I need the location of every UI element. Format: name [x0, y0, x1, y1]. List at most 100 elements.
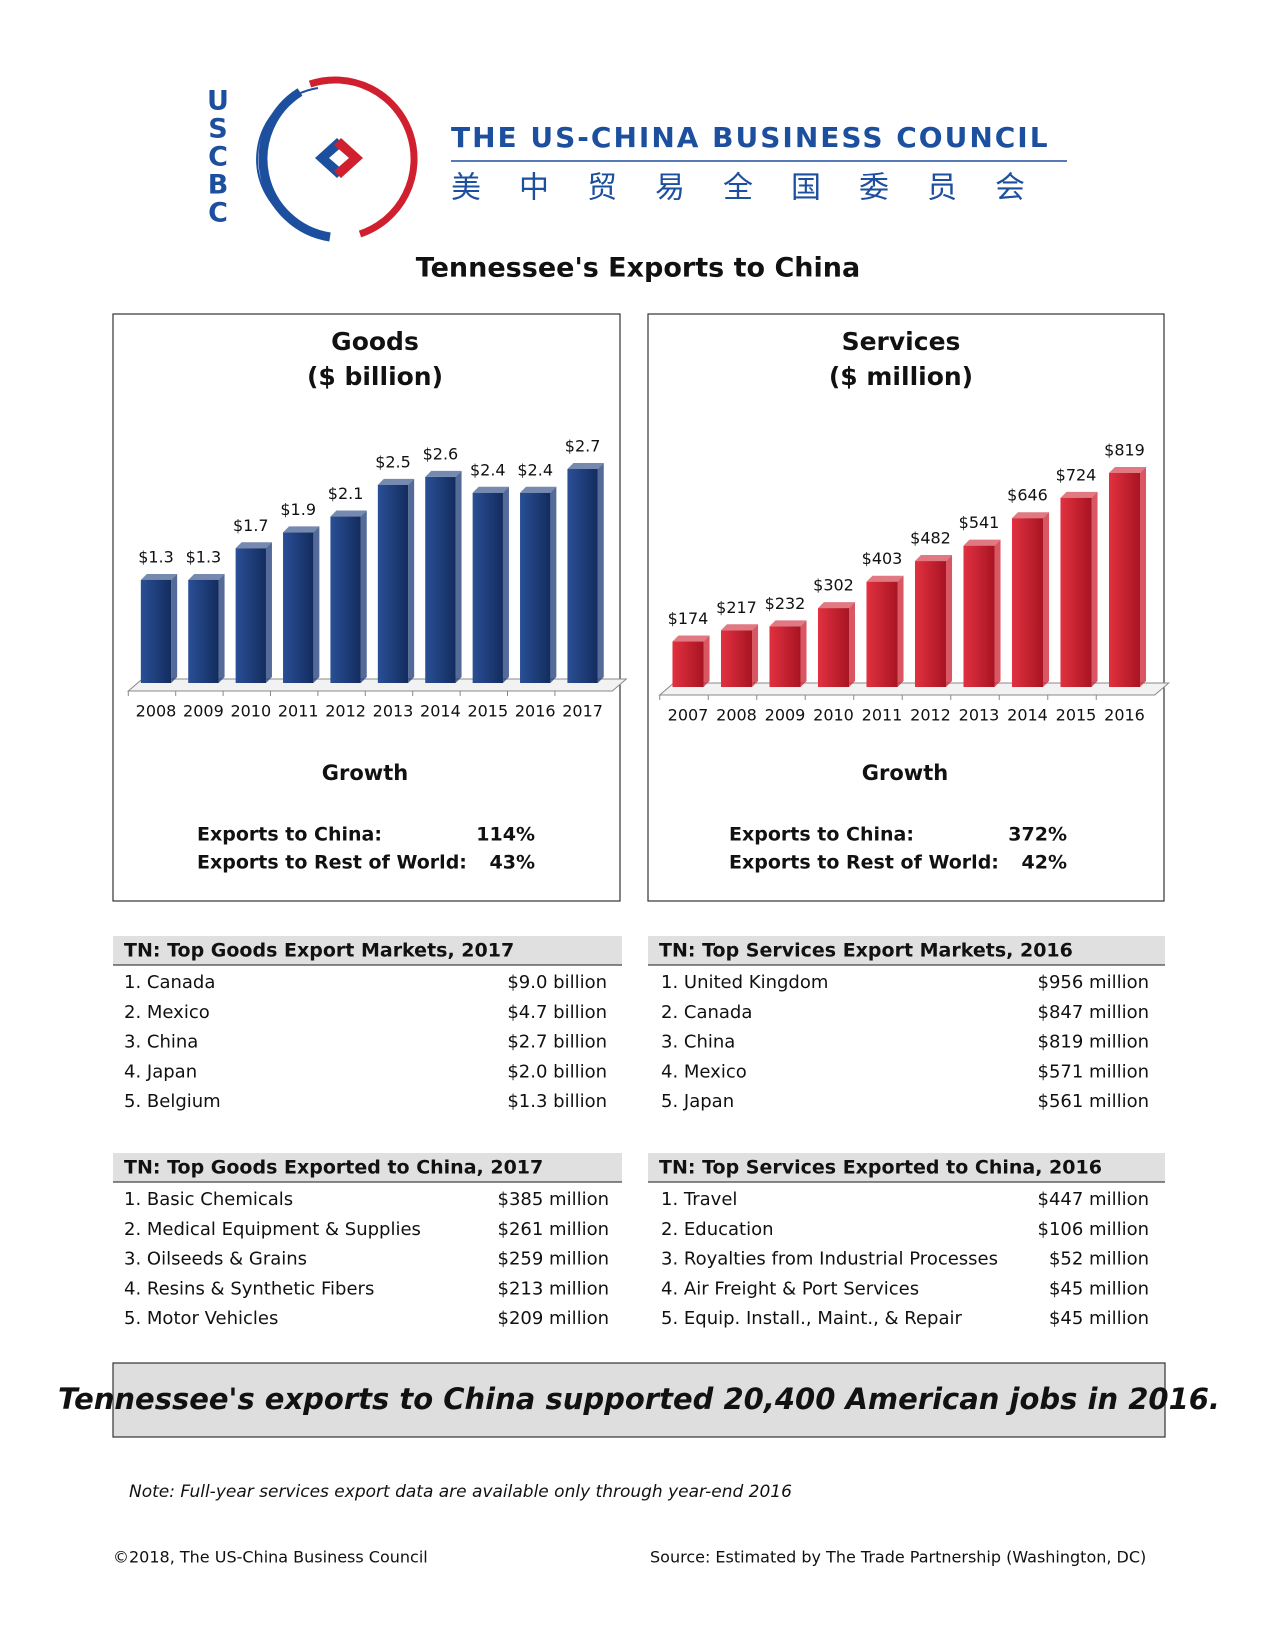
bar-top [914, 555, 953, 562]
bar-side [408, 478, 415, 683]
x-tick-label: 2011 [862, 706, 903, 725]
bar [188, 579, 219, 683]
table-cell: $571 million [1038, 1061, 1150, 1082]
bar-side [455, 470, 462, 683]
bar [1060, 497, 1092, 687]
x-tick-label: 2009 [183, 702, 224, 721]
bar-top [425, 470, 462, 477]
table-cell: 5. Equip. Install., Maint., & Repair [661, 1308, 963, 1329]
bar-side [550, 486, 557, 683]
bar-top [377, 478, 415, 485]
bar [520, 492, 551, 683]
services-panel [647, 313, 1165, 902]
bar [769, 626, 801, 687]
data-label: $819 [1104, 441, 1145, 460]
table-header-bg [113, 1153, 622, 1182]
bar-top [235, 542, 272, 549]
bar-top [140, 573, 178, 580]
bar-side [313, 526, 320, 683]
table-cell: 2. Education [661, 1219, 774, 1240]
note: Note: Full-year services export data are… [129, 1482, 792, 1502]
table-cell: 2. Mexico [124, 1002, 210, 1023]
table-cell: $2.0 billion [507, 1061, 607, 1082]
bar [672, 641, 704, 687]
table-cell: 5. Motor Vehicles [124, 1308, 278, 1329]
table-cell: $561 million [1038, 1091, 1150, 1112]
table-cell: $9.0 billion [507, 972, 607, 993]
data-label: $302 [813, 576, 854, 595]
table-cell: 5. Belgium [124, 1091, 221, 1112]
logo-arc-red [308, 76, 418, 238]
table-cell: $447 million [1038, 1189, 1150, 1210]
bar-side [994, 539, 1001, 687]
x-tick-label: 2017 [562, 702, 603, 721]
growth-title: Growth [862, 761, 948, 785]
growth-value: 372% [1008, 824, 1067, 846]
data-label: $1.7 [233, 516, 269, 535]
table-cell: $45 million [1049, 1308, 1149, 1329]
x-tick-label: 2014 [420, 702, 461, 721]
page-title: Tennessee's Exports to China [416, 253, 860, 284]
table-cell: $45 million [1049, 1278, 1149, 1299]
bar-top [720, 624, 759, 631]
bar-side [502, 486, 509, 683]
bar [866, 581, 898, 687]
table-cell: $956 million [1038, 972, 1150, 993]
data-label: $724 [1056, 465, 1097, 484]
x-tick-label: 2010 [230, 702, 271, 721]
data-label: $1.3 [186, 547, 222, 566]
x-tick-label: 2012 [910, 706, 951, 725]
data-label: $232 [765, 594, 806, 613]
data-label: $2.4 [517, 460, 553, 479]
bar [567, 469, 598, 683]
source: Source: Estimated by The Trade Partnersh… [650, 1548, 1146, 1567]
table-title: TN: Top Goods Export Markets, 2017 [124, 940, 514, 962]
bar [1108, 473, 1141, 687]
logo-letter: C [208, 142, 228, 173]
bar-top [1108, 467, 1147, 473]
bar-top [769, 620, 807, 627]
bar [140, 579, 172, 683]
organization-name: THE US-CHINA BUSINESS COUNCIL [451, 121, 1050, 154]
table-cell: $385 million [498, 1189, 610, 1210]
bar-side [1091, 491, 1098, 687]
table-cell: 4. Mexico [661, 1061, 747, 1082]
bar-side [171, 573, 178, 683]
data-label: $2.1 [328, 484, 364, 503]
table-cell: 4. Japan [124, 1061, 197, 1082]
x-tick-label: 2011 [278, 702, 319, 721]
chart-subtitle: ($ billion) [307, 362, 443, 391]
bar-top [472, 486, 509, 493]
table-cell: 3. China [661, 1032, 735, 1053]
logo-arc-inner [256, 87, 319, 226]
x-tick-label: 2012 [325, 702, 366, 721]
bar [914, 561, 947, 687]
growth-value: 43% [490, 852, 535, 874]
bar-side [1043, 512, 1050, 687]
table-cell: $259 million [498, 1249, 610, 1270]
table-cell: $52 million [1049, 1249, 1149, 1270]
data-label: $174 [668, 609, 709, 628]
x-tick-label: 2014 [1007, 706, 1048, 725]
table-cell: $209 million [498, 1308, 610, 1329]
table-cell: $847 million [1038, 1002, 1150, 1023]
x-tick-label: 2015 [1056, 706, 1097, 725]
table-cell: $106 million [1038, 1219, 1150, 1240]
table-cell: $213 million [498, 1278, 610, 1299]
table-cell: $2.7 billion [507, 1032, 607, 1053]
logo-chevron-blue [315, 138, 344, 178]
bar-side [265, 542, 272, 683]
banner-text: Tennessee's exports to China supported 2… [58, 1382, 1220, 1416]
table-cell: 1. United Kingdom [661, 972, 828, 993]
x-tick-label: 2016 [1104, 706, 1145, 725]
bar [425, 476, 456, 683]
x-tick-label: 2007 [668, 706, 709, 725]
bar-top [817, 602, 856, 609]
table-title: TN: Top Goods Exported to China, 2017 [124, 1157, 543, 1179]
bar-top [672, 635, 710, 642]
bar-top [330, 510, 367, 517]
bar-top [963, 539, 1001, 546]
growth-value: 42% [1022, 852, 1067, 874]
